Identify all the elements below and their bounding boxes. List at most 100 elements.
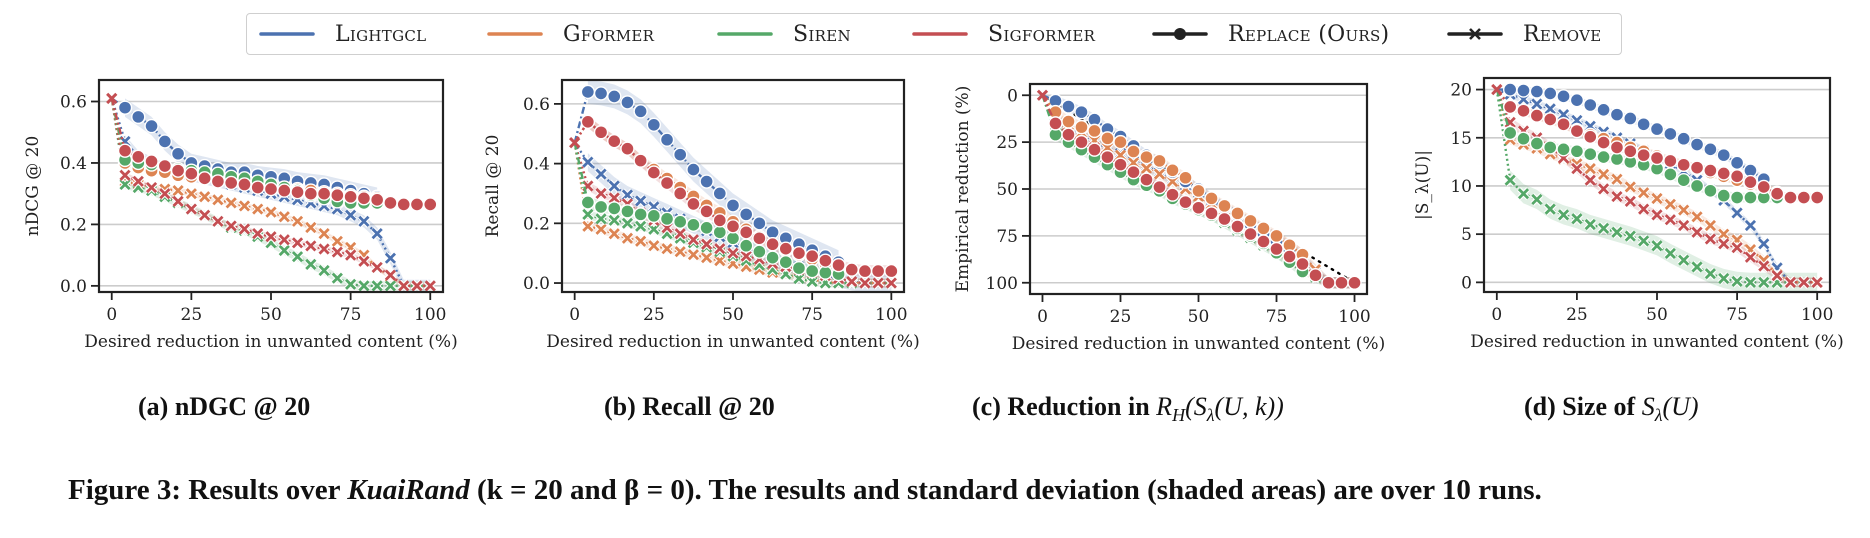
data-point: [410, 279, 424, 292]
data-point: [1770, 269, 1784, 282]
x-axis-label: Desired reduction in unwanted content (%…: [84, 332, 457, 352]
data-point: [1153, 167, 1166, 181]
data-point: [1663, 213, 1677, 227]
caption-c-text: (c) Reduction in: [972, 392, 1157, 421]
data-point: [1609, 107, 1625, 122]
data-point: [330, 245, 344, 259]
data-point: [712, 186, 727, 201]
data-point: [1113, 157, 1128, 172]
data-point: [1769, 186, 1785, 201]
caption-d: (d) Size of Sλ(U): [1524, 392, 1699, 426]
data-point: [277, 233, 291, 247]
data-point: [317, 242, 331, 256]
data-point: [1204, 191, 1219, 206]
data-point: [581, 219, 595, 233]
data-point: [1165, 187, 1180, 202]
series-sigformer-replace: [1495, 88, 1825, 205]
data-point: [1583, 173, 1597, 187]
data-point: [818, 253, 833, 268]
data-point: [1152, 153, 1167, 169]
data-point: [118, 168, 132, 182]
x-tick-label: 100: [1801, 305, 1833, 325]
data-point: [1637, 234, 1651, 248]
data-point: [384, 268, 397, 282]
data-point: [211, 193, 225, 207]
y-tick-label: 25: [996, 133, 1018, 153]
caption-c-sub2: λ: [1206, 405, 1215, 426]
data-point: [1516, 103, 1531, 118]
data-point: [1730, 206, 1744, 220]
data-point: [1744, 275, 1757, 289]
data-point: [1636, 147, 1651, 163]
data-point: [712, 213, 727, 228]
data-point: [290, 184, 305, 200]
data-point: [634, 219, 647, 233]
data-point: [818, 265, 833, 280]
data-point: [157, 134, 173, 149]
data-point: [1556, 117, 1571, 132]
data-point: [1623, 111, 1638, 126]
data-point: [1784, 275, 1797, 289]
data-point: [1623, 229, 1637, 243]
data-point: [1583, 162, 1597, 175]
start-point: [106, 92, 118, 105]
data-point: [145, 181, 158, 194]
data-point: [739, 238, 754, 253]
caption-c: (c) Reduction in RH(Sλ(U, k)): [972, 392, 1284, 426]
y-tick-label: 0: [1007, 86, 1018, 106]
data-point: [344, 277, 357, 291]
data-point: [1677, 203, 1691, 217]
data-point: [752, 244, 767, 259]
data-point: [1677, 219, 1691, 232]
data-point: [1637, 186, 1651, 200]
y-axis-label: nDCG @ 20: [23, 136, 43, 237]
data-point: [397, 279, 411, 292]
data-point: [687, 248, 700, 262]
legend-line-icon: [487, 32, 543, 36]
data-point: [700, 251, 713, 265]
x-axis-label: Desired reduction in unwanted content (%…: [546, 332, 919, 352]
data-point: [765, 237, 780, 252]
data-point: [1730, 275, 1744, 288]
data-point: [633, 207, 648, 222]
data-point: [185, 187, 198, 201]
y-tick-label: 10: [1450, 177, 1472, 197]
plot-area: [569, 80, 899, 292]
data-point: [1530, 193, 1544, 206]
data-point: [1516, 83, 1531, 98]
legend-item-sigformer: Sigformer: [912, 14, 1095, 54]
data-point: [1321, 275, 1336, 290]
x-tick-label: 75: [340, 305, 362, 325]
data-point: [1243, 213, 1258, 229]
y-axis-label: |S_λ(U)|: [1413, 150, 1433, 220]
data-point: [1756, 179, 1771, 195]
series-sigformer-replace: [110, 98, 438, 212]
figure-caption-dataset: KuaiRand: [347, 474, 470, 506]
y-tick-label: 0.6: [523, 95, 550, 115]
data-point: [621, 231, 634, 245]
data-point: [884, 263, 899, 279]
y-tick-label: 75: [996, 227, 1018, 247]
x-tick-label: 100: [1338, 307, 1370, 327]
data-point: [1139, 172, 1154, 187]
x-tick-label: 75: [1726, 305, 1748, 325]
data-point: [633, 104, 648, 119]
data-point: [1676, 172, 1691, 188]
data-point: [673, 245, 687, 259]
data-point: [370, 227, 384, 240]
data-point: [1569, 144, 1585, 159]
data-point: [646, 165, 662, 180]
data-point: [1178, 194, 1193, 210]
data-point: [804, 248, 820, 264]
data-point: [1230, 206, 1245, 221]
caption-c-sub: H: [1172, 405, 1186, 426]
data-point: [370, 261, 384, 274]
data-point: [117, 143, 133, 158]
data-point: [423, 197, 438, 212]
data-point: [1543, 112, 1558, 127]
legend-item-siren: Siren: [717, 14, 851, 54]
data-point: [1100, 131, 1115, 146]
x-tick-label: 25: [1110, 307, 1132, 327]
data-point: [594, 167, 608, 181]
